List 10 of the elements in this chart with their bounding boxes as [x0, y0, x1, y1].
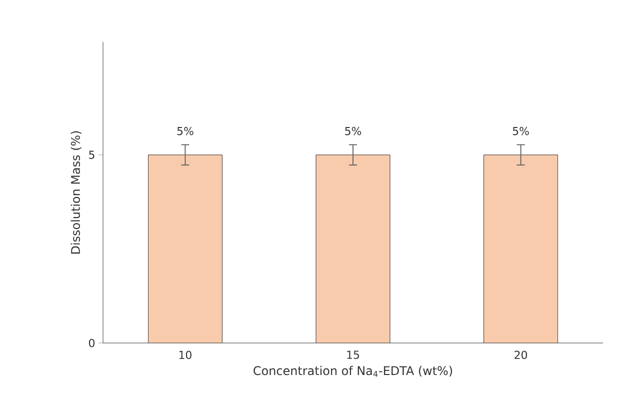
x-tick-label: 15: [347, 350, 360, 359]
data-label: 5%: [177, 126, 194, 136]
data-label: 5%: [345, 126, 362, 136]
x-tick-label: 20: [514, 350, 528, 360]
x-tick-label: 10: [179, 350, 192, 360]
y-tick-label: 5: [89, 150, 94, 159]
y-tick-label: 0: [88, 338, 94, 348]
x-axis-title: Concentration of Na$_{4}$-EDTA (wt%): [254, 366, 452, 377]
y-axis-title: Dissolution Mass (%): [70, 131, 82, 254]
data-label: 5%: [512, 126, 529, 136]
